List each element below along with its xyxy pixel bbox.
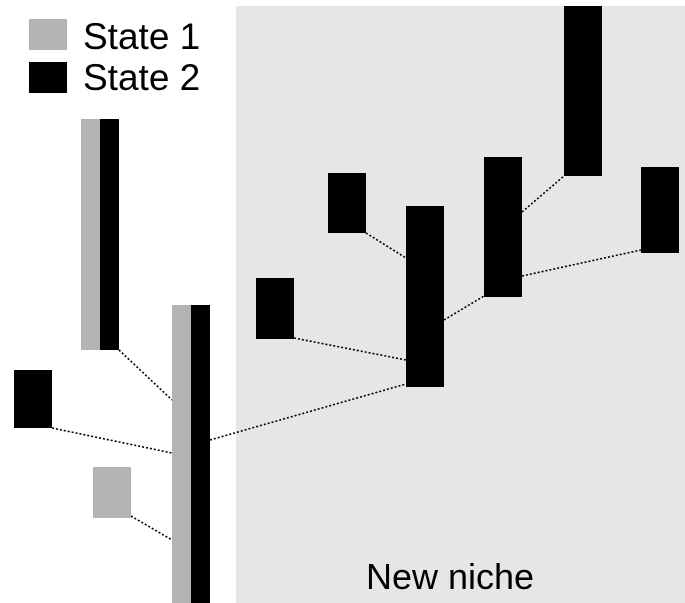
- niche-node-a-bar: [406, 206, 444, 387]
- edge-root-to-node-a: [209, 383, 407, 441]
- taxon-left-gray-bar: [93, 467, 131, 518]
- edge-left-gray-to-root: [130, 515, 173, 541]
- legend-label-state-2: State 2: [83, 57, 200, 98]
- taxon-niche-leaf-right-bar: [641, 167, 679, 253]
- legend: State 1 State 2: [29, 16, 200, 98]
- edge-node-b-to-leaf-top: [521, 175, 565, 213]
- edge-left-black-to-root: [51, 427, 173, 454]
- legend-swatch-state-1: [29, 19, 67, 50]
- tree-bars: [14, 6, 679, 603]
- new-niche-label: New niche: [366, 556, 534, 597]
- edge-node-b-to-leaf-right: [521, 249, 642, 277]
- legend-swatch-state-2: [29, 62, 67, 93]
- taxon-niche-leaf-1-bar: [256, 278, 294, 339]
- root-node-state1-bar: [172, 305, 191, 603]
- legend-label-state-1: State 1: [83, 16, 200, 57]
- edge-node-a-to-leaf-1: [293, 337, 407, 361]
- edge-left-tall-to-root: [118, 349, 173, 401]
- taxon-niche-leaf-2-bar: [328, 173, 366, 233]
- taxon-left-tall-state2-bar: [100, 119, 119, 350]
- root-node-state2-bar: [191, 305, 210, 603]
- niche-node-b-bar: [484, 157, 522, 297]
- taxon-left-tall-state1-bar: [81, 119, 100, 350]
- taxon-niche-leaf-top-bar: [564, 6, 602, 176]
- taxon-left-black-bar: [14, 370, 52, 428]
- tree-edges: [51, 175, 642, 541]
- new-niche-region: [236, 6, 685, 603]
